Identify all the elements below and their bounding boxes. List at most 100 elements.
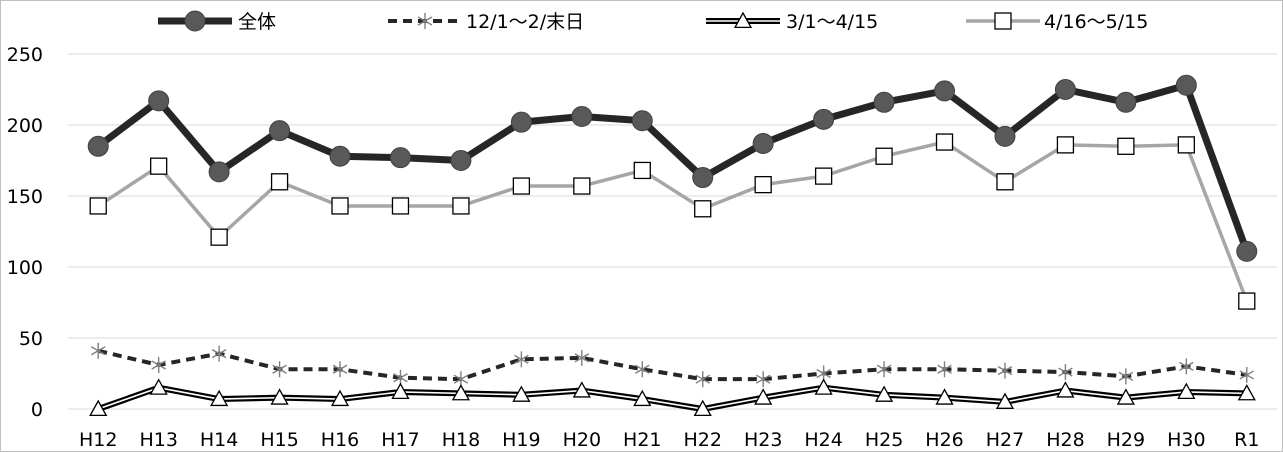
- data-point-s1-H25-stroke-2: [876, 364, 892, 374]
- x-tick-label-H26: H26: [925, 429, 963, 451]
- x-tick-label-H29: H29: [1107, 429, 1145, 451]
- x-tick-label-H17: H17: [381, 429, 419, 451]
- data-point-s1-H23-stroke-2: [755, 374, 771, 384]
- legend-label-2: 3/1～4/15: [786, 11, 878, 33]
- data-point-s1-H20: [574, 349, 590, 366]
- legend-item-3: 4/16～5/15: [966, 11, 1148, 33]
- data-point-s1-H15-stroke-2: [272, 364, 287, 374]
- x-tick-label-H24: H24: [804, 429, 842, 451]
- data-point-s2-H13: [149, 378, 168, 395]
- x-tick-label-H22: H22: [683, 429, 721, 451]
- data-point-s1-H14: [211, 345, 227, 362]
- series-line-1: [97, 348, 1248, 382]
- legend-label-3: 4/16～5/15: [1044, 11, 1148, 33]
- x-tick-label-H15: H15: [260, 429, 298, 451]
- data-point-s1-H22: [695, 371, 711, 388]
- x-tick-label-H16: H16: [321, 429, 359, 451]
- legend: 全体 12/1～2/末日 3/1～4/15 4/16～5/15: [158, 10, 1148, 33]
- data-point-s3-H21: [633, 161, 651, 180]
- data-point-s2-H25: [874, 385, 894, 402]
- y-tick-label-150: 150: [7, 186, 43, 208]
- data-point-s0-H23: [752, 132, 774, 154]
- data-point-s0-H29: [1115, 91, 1137, 113]
- x-tick-label-H19: H19: [502, 429, 540, 451]
- x-tick-label-H12: H12: [79, 429, 117, 451]
- data-point-s2-H18: [451, 384, 471, 401]
- series-0: [87, 74, 1258, 262]
- data-point-s1-H18-stroke-2: [453, 374, 469, 384]
- data-point-s3-H27: [996, 173, 1014, 191]
- data-point-s3-H25: [875, 147, 893, 165]
- data-point-s1-R1-stroke-2: [1239, 370, 1255, 380]
- data-point-s1-H14-stroke-2: [211, 349, 227, 359]
- data-point-s3-H22: [694, 200, 712, 218]
- y-tick-label-0: 0: [31, 399, 43, 421]
- x-tick-label-H21: H21: [623, 429, 661, 451]
- data-point-s1-H26-stroke-2: [937, 364, 952, 374]
- legend-marker-1-stroke-2: [417, 16, 433, 26]
- data-point-s1-H19: [514, 351, 529, 368]
- data-point-s2-H29: [1116, 388, 1135, 405]
- data-point-s3-H26: [935, 133, 954, 151]
- data-point-s1-H16: [332, 361, 348, 378]
- data-point-s0-H21: [631, 110, 653, 132]
- legend-marker-1: [417, 13, 433, 29]
- x-tick-label-H25: H25: [865, 429, 903, 451]
- data-point-s0-H30: [1175, 74, 1197, 96]
- legend-marker-3: [994, 12, 1012, 30]
- x-tick-label-R1: R1: [1234, 429, 1259, 451]
- data-point-s1-H28: [1058, 364, 1073, 381]
- data-point-s1-H30: [1179, 358, 1194, 375]
- x-tick-label-H13: H13: [139, 429, 177, 451]
- y-tick-label-250: 250: [7, 44, 43, 66]
- data-point-s3-H13: [150, 157, 168, 175]
- series-line-0: [96, 81, 1251, 253]
- axis-layer: 0 50 100 150 200 250 H12 H13 H14 H15 H16 H17 H18 H19 H…: [7, 44, 1277, 451]
- grid-layer: [68, 53, 1277, 339]
- data-point-s1-H24-stroke-2: [816, 368, 831, 379]
- data-point-s3-H14: [210, 228, 228, 246]
- data-point-s2-R1: [1237, 384, 1256, 401]
- data-point-s1-H23: [755, 371, 771, 388]
- data-point-s1-H30-stroke-2: [1179, 361, 1194, 372]
- data-point-s2-H22: [693, 399, 712, 417]
- data-point-s2-H27: [995, 392, 1015, 409]
- data-point-s1-H13: [151, 356, 166, 373]
- data-point-s3-H16: [331, 197, 349, 215]
- data-point-s3-H20: [573, 177, 591, 195]
- series-1: [90, 342, 1255, 388]
- series-layer: [87, 74, 1258, 417]
- data-point-s2-H30: [1177, 382, 1196, 400]
- data-point-s0-H24: [813, 108, 835, 130]
- data-point-s1-H21: [634, 361, 650, 378]
- legend-item-0: 全体: [158, 10, 276, 33]
- data-point-s2-H24: [814, 378, 833, 395]
- series-line-3: [97, 140, 1249, 302]
- data-point-s2-H17: [391, 382, 410, 400]
- legend-item-1: 12/1～2/末日: [388, 11, 584, 33]
- data-point-s0-H26: [934, 80, 956, 102]
- data-point-s0-H19: [510, 111, 532, 133]
- data-point-s0-H22: [692, 167, 714, 189]
- data-point-s1-H27: [997, 362, 1013, 379]
- y-tick-label-200: 200: [7, 115, 43, 137]
- data-point-s2-H23: [754, 388, 773, 405]
- data-point-s0-H16: [329, 145, 351, 167]
- data-point-s0-H14: [208, 161, 230, 183]
- data-point-s1-H13-stroke-2: [151, 360, 166, 370]
- data-point-s2-H16: [330, 389, 350, 407]
- data-point-s2-H20: [572, 381, 591, 398]
- data-point-s2-H14: [210, 389, 229, 407]
- x-tick-label-H30: H30: [1167, 429, 1205, 451]
- data-point-s3-H29: [1117, 137, 1135, 155]
- series-3: [89, 133, 1256, 310]
- series-2: [89, 378, 1256, 417]
- data-point-s1-H19-stroke-2: [514, 354, 529, 364]
- legend-label-0: 全体: [238, 11, 276, 33]
- data-point-s3-H17: [391, 197, 410, 215]
- data-point-s3-H15: [270, 173, 289, 191]
- legend-label-1: 12/1～2/末日: [466, 11, 584, 33]
- data-point-s3-H28: [1056, 136, 1075, 154]
